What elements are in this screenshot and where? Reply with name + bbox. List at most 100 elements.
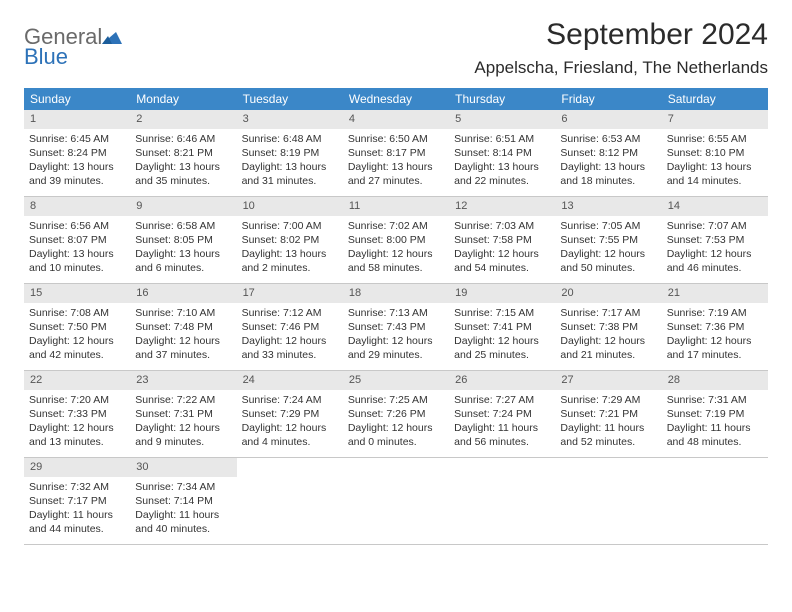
day-number: 14 [662,197,768,216]
daylight-line: Daylight: 12 hours [29,421,126,435]
title-block: September 2024 Appelscha, Friesland, The… [474,18,768,78]
day-number: 2 [130,110,236,129]
sunset-line: Sunset: 7:46 PM [242,320,339,334]
day-cell: 16Sunrise: 7:10 AMSunset: 7:48 PMDayligh… [130,284,236,370]
day-cell: 5Sunrise: 6:51 AMSunset: 8:14 PMDaylight… [449,110,555,196]
sunset-line: Sunset: 8:24 PM [29,146,126,160]
daylight-line: and 29 minutes. [348,348,445,362]
daylight-line: Daylight: 13 hours [242,247,339,261]
daylight-line: Daylight: 13 hours [667,160,764,174]
day-cell: 13Sunrise: 7:05 AMSunset: 7:55 PMDayligh… [555,197,661,283]
day-number: 13 [555,197,661,216]
sunset-line: Sunset: 7:26 PM [348,407,445,421]
logo: General Blue [24,18,122,70]
day-cell [449,458,555,544]
sunrise-line: Sunrise: 6:58 AM [135,219,232,233]
day-cell: 21Sunrise: 7:19 AMSunset: 7:36 PMDayligh… [662,284,768,370]
daylight-line: and 37 minutes. [135,348,232,362]
daylight-line: Daylight: 12 hours [242,421,339,435]
week-row: 1Sunrise: 6:45 AMSunset: 8:24 PMDaylight… [24,110,768,197]
day-cell [555,458,661,544]
sunset-line: Sunset: 7:58 PM [454,233,551,247]
sunrise-line: Sunrise: 6:51 AM [454,132,551,146]
sunset-line: Sunset: 7:41 PM [454,320,551,334]
day-cell: 2Sunrise: 6:46 AMSunset: 8:21 PMDaylight… [130,110,236,196]
day-cell: 23Sunrise: 7:22 AMSunset: 7:31 PMDayligh… [130,371,236,457]
day-cell: 22Sunrise: 7:20 AMSunset: 7:33 PMDayligh… [24,371,130,457]
day-cell: 28Sunrise: 7:31 AMSunset: 7:19 PMDayligh… [662,371,768,457]
week-row: 8Sunrise: 6:56 AMSunset: 8:07 PMDaylight… [24,197,768,284]
day-number: 26 [449,371,555,390]
day-cell: 29Sunrise: 7:32 AMSunset: 7:17 PMDayligh… [24,458,130,544]
daylight-line: and 46 minutes. [667,261,764,275]
day-number: 23 [130,371,236,390]
daylight-line: Daylight: 12 hours [560,247,657,261]
day-cell: 15Sunrise: 7:08 AMSunset: 7:50 PMDayligh… [24,284,130,370]
daylight-line: Daylight: 12 hours [667,247,764,261]
sunset-line: Sunset: 7:48 PM [135,320,232,334]
day-cell: 4Sunrise: 6:50 AMSunset: 8:17 PMDaylight… [343,110,449,196]
sunset-line: Sunset: 7:53 PM [667,233,764,247]
day-number: 17 [237,284,343,303]
day-cell: 18Sunrise: 7:13 AMSunset: 7:43 PMDayligh… [343,284,449,370]
sunset-line: Sunset: 7:24 PM [454,407,551,421]
sunrise-line: Sunrise: 6:53 AM [560,132,657,146]
day-cell [343,458,449,544]
sunset-line: Sunset: 7:29 PM [242,407,339,421]
day-number: 28 [662,371,768,390]
dow-friday: Friday [555,88,661,110]
day-number: 30 [130,458,236,477]
sunrise-line: Sunrise: 6:46 AM [135,132,232,146]
daylight-line: Daylight: 13 hours [454,160,551,174]
day-cell: 19Sunrise: 7:15 AMSunset: 7:41 PMDayligh… [449,284,555,370]
day-number: 29 [24,458,130,477]
daylight-line: Daylight: 12 hours [242,334,339,348]
logo-text-blue: Blue [24,44,68,69]
day-cell: 8Sunrise: 6:56 AMSunset: 8:07 PMDaylight… [24,197,130,283]
daylight-line: and 2 minutes. [242,261,339,275]
daylight-line: and 27 minutes. [348,174,445,188]
daylight-line: Daylight: 13 hours [135,247,232,261]
sunrise-line: Sunrise: 7:07 AM [667,219,764,233]
day-number: 16 [130,284,236,303]
sunset-line: Sunset: 8:00 PM [348,233,445,247]
day-cell: 24Sunrise: 7:24 AMSunset: 7:29 PMDayligh… [237,371,343,457]
sunset-line: Sunset: 8:10 PM [667,146,764,160]
daylight-line: Daylight: 12 hours [348,334,445,348]
daylight-line: Daylight: 12 hours [135,334,232,348]
sunset-line: Sunset: 7:36 PM [667,320,764,334]
daylight-line: Daylight: 12 hours [454,334,551,348]
sunset-line: Sunset: 7:33 PM [29,407,126,421]
sunrise-line: Sunrise: 7:29 AM [560,393,657,407]
day-cell: 6Sunrise: 6:53 AMSunset: 8:12 PMDaylight… [555,110,661,196]
sunrise-line: Sunrise: 7:02 AM [348,219,445,233]
day-number: 18 [343,284,449,303]
daylight-line: Daylight: 11 hours [29,508,126,522]
dow-tuesday: Tuesday [237,88,343,110]
daylight-line: Daylight: 11 hours [560,421,657,435]
daylight-line: and 22 minutes. [454,174,551,188]
sunset-line: Sunset: 7:38 PM [560,320,657,334]
daylight-line: Daylight: 13 hours [29,247,126,261]
day-number: 19 [449,284,555,303]
daylight-line: and 39 minutes. [29,174,126,188]
calendar: Sunday Monday Tuesday Wednesday Thursday… [24,88,768,545]
daylight-line: Daylight: 12 hours [560,334,657,348]
sunset-line: Sunset: 8:12 PM [560,146,657,160]
day-number: 27 [555,371,661,390]
sunrise-line: Sunrise: 7:22 AM [135,393,232,407]
day-cell: 9Sunrise: 6:58 AMSunset: 8:05 PMDaylight… [130,197,236,283]
week-row: 22Sunrise: 7:20 AMSunset: 7:33 PMDayligh… [24,371,768,458]
daylight-line: and 17 minutes. [667,348,764,362]
sunrise-line: Sunrise: 7:00 AM [242,219,339,233]
sunrise-line: Sunrise: 6:50 AM [348,132,445,146]
day-number: 7 [662,110,768,129]
daylight-line: Daylight: 11 hours [135,508,232,522]
daylight-line: Daylight: 11 hours [454,421,551,435]
dow-sunday: Sunday [24,88,130,110]
daylight-line: and 25 minutes. [454,348,551,362]
day-number: 5 [449,110,555,129]
day-cell: 27Sunrise: 7:29 AMSunset: 7:21 PMDayligh… [555,371,661,457]
daylight-line: and 48 minutes. [667,435,764,449]
day-number: 10 [237,197,343,216]
